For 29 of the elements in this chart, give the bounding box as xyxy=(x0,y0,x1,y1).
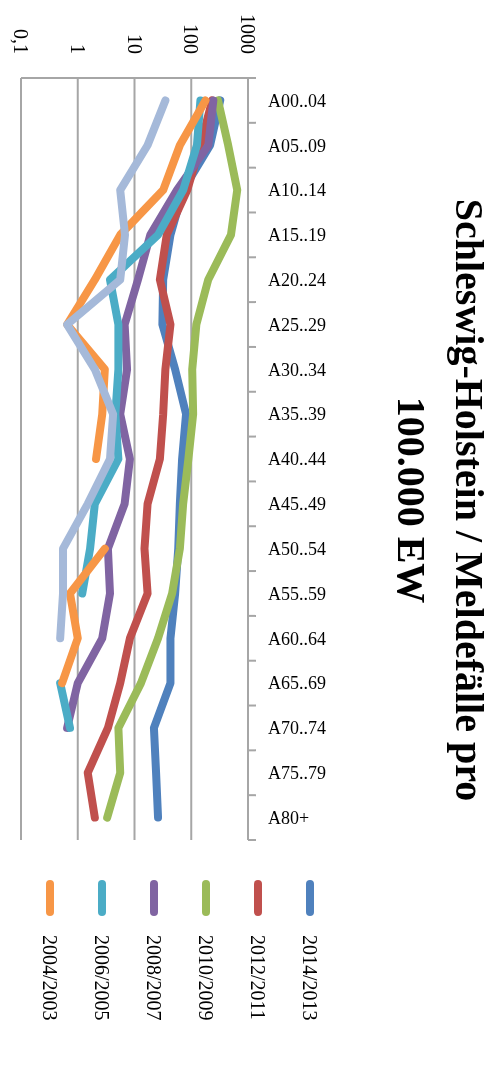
y-tick-label: A45..49 xyxy=(268,494,326,515)
x-tick-label: 1000 xyxy=(237,14,259,54)
y-tick-label: A40..44 xyxy=(268,449,326,470)
y-tick-label: A10..14 xyxy=(268,180,326,201)
legend-label: 2012/2011 xyxy=(247,935,269,1020)
x-tick-label: 0,1 xyxy=(10,29,32,54)
x-tick-label: 10 xyxy=(123,34,146,54)
legend-label: 2006/2005 xyxy=(91,935,113,1021)
text: Schleswig-Holstein / Meldefälle pro 100.000 EW xyxy=(389,198,492,802)
legend-label: 2008/2007 xyxy=(143,935,165,1021)
y-tick-label: A75..79 xyxy=(268,763,326,784)
y-tick-label: A30..34 xyxy=(268,359,326,380)
x-tick-label: 100 xyxy=(180,24,203,54)
y-tick-label: A65..69 xyxy=(268,673,326,694)
x-tick-label: 1 xyxy=(66,44,89,54)
y-tick-label: A60..64 xyxy=(268,628,326,649)
y-tick-label: A55..59 xyxy=(268,583,326,604)
y-tick-label: A80+ xyxy=(268,807,310,828)
y-tick-label: A35..39 xyxy=(268,404,326,425)
y-tick-label: A50..54 xyxy=(268,538,326,559)
legend-label: 2010/2009 xyxy=(195,935,217,1021)
legend-label: 2004/2003 xyxy=(39,935,61,1021)
legend-label: 2014/2013 xyxy=(299,935,321,1021)
y-tick-label: A25..29 xyxy=(268,314,326,335)
y-tick-label: A00..04 xyxy=(268,90,326,111)
y-tick-label: A20..24 xyxy=(268,270,326,291)
y-tick-label: A05..09 xyxy=(268,135,326,156)
y-tick-label: A15..19 xyxy=(268,225,326,246)
y-tick-label: A70..74 xyxy=(268,718,326,739)
